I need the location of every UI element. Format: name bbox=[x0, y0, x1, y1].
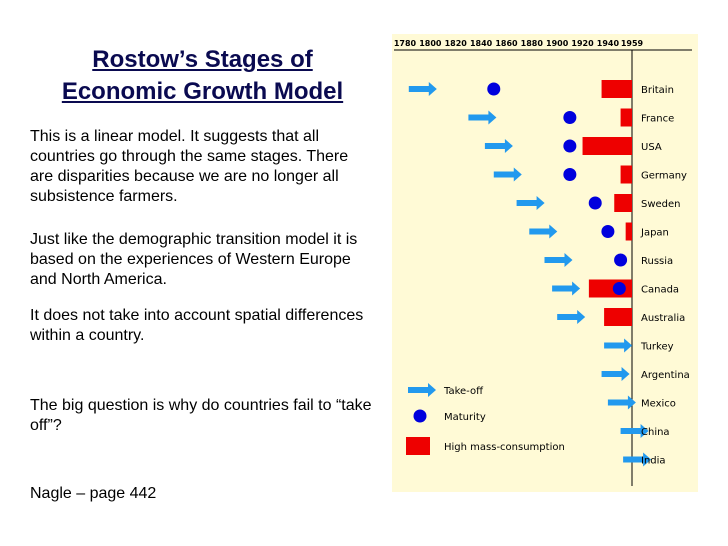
title-line-1: Rostow’s Stages of bbox=[92, 46, 313, 73]
consumption-bar bbox=[601, 80, 632, 98]
takeoff-arrow bbox=[623, 452, 652, 467]
year-tick-label: 1880 bbox=[521, 39, 544, 48]
legend-takeoff-label: Take-off bbox=[443, 386, 484, 397]
takeoff-arrow bbox=[484, 139, 513, 153]
country-label: USA bbox=[641, 142, 662, 153]
country-label: Argentina bbox=[641, 370, 690, 381]
country-label: Sweden bbox=[641, 199, 681, 210]
consumption-bar bbox=[625, 222, 632, 241]
takeoff-arrow bbox=[468, 110, 497, 125]
consumption-bar bbox=[614, 194, 632, 212]
title-line-2: Economic Growth Model bbox=[61, 78, 344, 105]
takeoff-arrow bbox=[544, 253, 573, 267]
year-tick-label: 1860 bbox=[495, 39, 518, 48]
takeoff-arrow bbox=[516, 196, 545, 210]
country-label: Russia bbox=[641, 256, 673, 267]
takeoff-arrow bbox=[557, 310, 586, 324]
takeoff-arrow bbox=[620, 424, 649, 438]
source-reference: Nagle – page 442 bbox=[30, 485, 157, 502]
legend-consumption-bar bbox=[406, 437, 430, 455]
country-label: Turkey bbox=[640, 342, 674, 353]
takeoff-arrow bbox=[604, 338, 633, 353]
maturity-dot bbox=[563, 139, 577, 153]
country-label: France bbox=[641, 114, 674, 125]
maturity-dot bbox=[612, 282, 626, 295]
year-tick-label: 1780 bbox=[394, 39, 417, 48]
takeoff-arrow bbox=[493, 167, 522, 182]
year-tick-label: 1800 bbox=[419, 39, 442, 48]
rostow-timeline-chart: 1780 1800 1820 1840 1860 1880 1900 1920 1940 1959… bbox=[392, 34, 698, 492]
year-tick-label: 1959 bbox=[621, 39, 644, 48]
maturity-dot bbox=[487, 82, 501, 96]
maturity-dot bbox=[601, 225, 615, 238]
country-label: Germany bbox=[641, 171, 687, 182]
paragraph-question: The big question is why do countries fai… bbox=[30, 397, 372, 434]
consumption-bar bbox=[620, 165, 632, 184]
takeoff-arrow bbox=[607, 395, 636, 410]
country-label: Canada bbox=[641, 285, 679, 296]
year-tick-label: 1820 bbox=[445, 39, 468, 48]
legend-consumption-label: High mass-consumption bbox=[444, 442, 565, 453]
year-tick-label: 1900 bbox=[546, 39, 569, 48]
consumption-bar bbox=[620, 108, 632, 127]
takeoff-arrow bbox=[529, 224, 558, 239]
takeoff-arrow bbox=[408, 82, 437, 96]
paragraph-linear-model: This is a linear model. It suggests that… bbox=[30, 128, 349, 205]
takeoff-arrow bbox=[552, 281, 581, 296]
maturity-dot bbox=[588, 196, 602, 210]
year-tick-label: 1940 bbox=[597, 39, 620, 48]
timeline-svg: 1780 1800 1820 1840 1860 1880 1900 1920 1940 1959… bbox=[394, 39, 692, 486]
country-label: Australia bbox=[641, 313, 685, 324]
year-tick-label: 1920 bbox=[571, 39, 594, 48]
legend-maturity-label: Maturity bbox=[444, 412, 486, 423]
maturity-dot bbox=[614, 253, 628, 267]
paragraph-spatial: It does not take into account spatial di… bbox=[30, 307, 364, 344]
year-tick-label: 1840 bbox=[470, 39, 493, 48]
slide-title: Rostow’s Stages of Economic Growth Model bbox=[20, 44, 385, 108]
legend-maturity-dot bbox=[413, 409, 427, 423]
country-label: China bbox=[641, 427, 670, 438]
country-label: Mexico bbox=[641, 399, 676, 410]
takeoff-arrow bbox=[601, 367, 630, 381]
maturity-dot bbox=[563, 111, 577, 124]
paragraph-dtm: Just like the demographic transition mod… bbox=[30, 231, 358, 288]
country-label: Japan bbox=[640, 228, 669, 239]
consumption-bar bbox=[604, 308, 632, 326]
consumption-bar bbox=[582, 137, 632, 155]
country-label: Britain bbox=[641, 85, 674, 96]
country-label: India bbox=[641, 456, 666, 467]
maturity-dot bbox=[563, 168, 577, 181]
legend-takeoff-arrow bbox=[408, 383, 436, 397]
